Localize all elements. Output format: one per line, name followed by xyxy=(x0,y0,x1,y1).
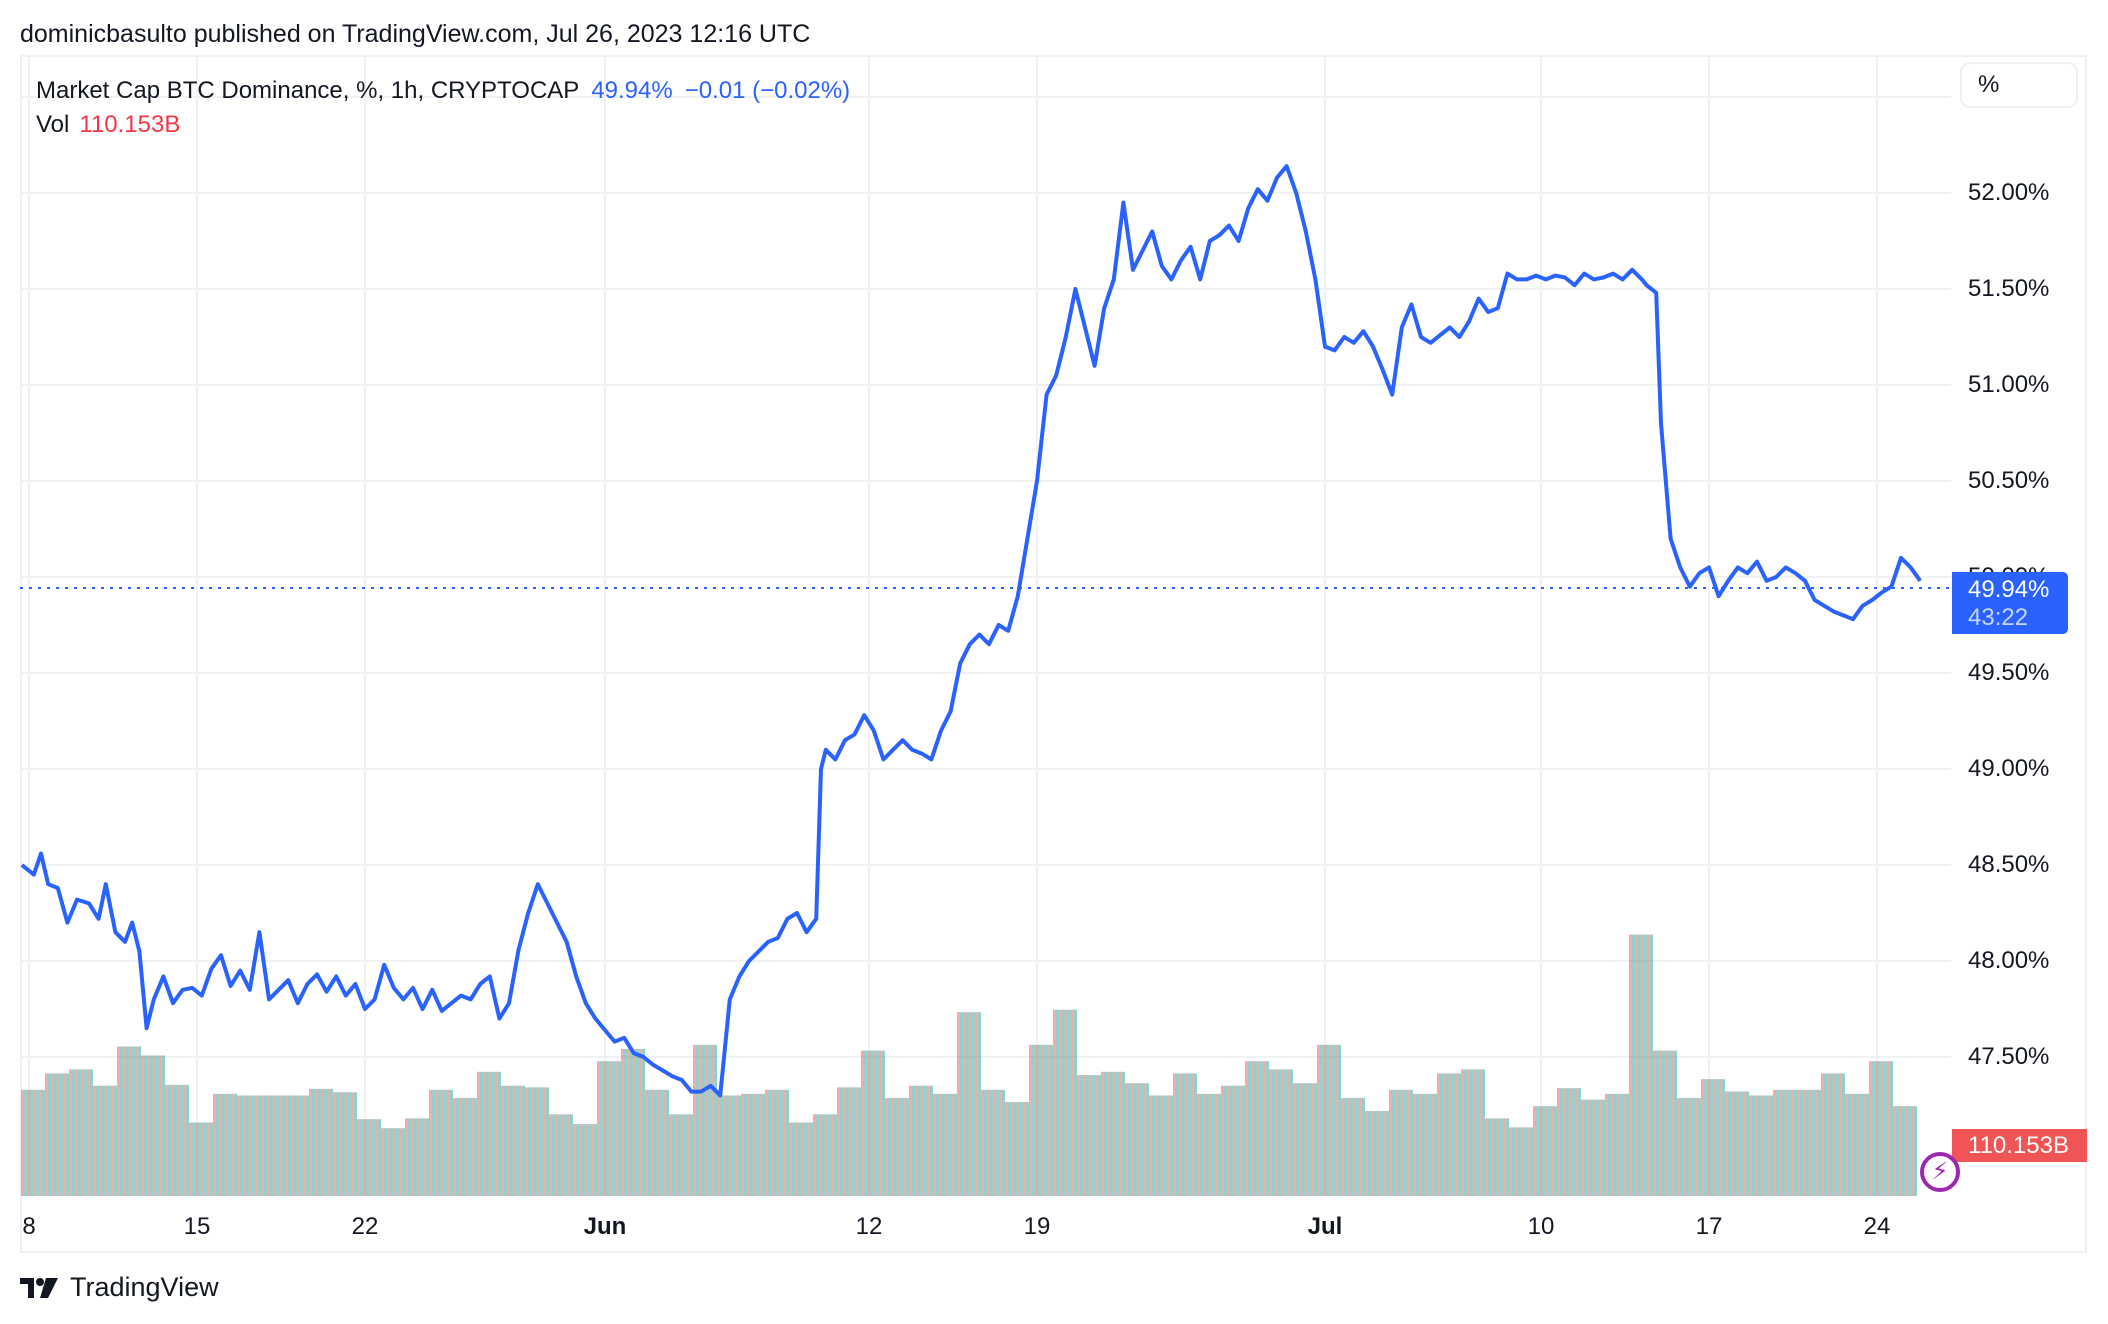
time-axis-label: 17 xyxy=(1695,1213,1723,1240)
price-axis-label: 52.00% xyxy=(1968,179,2050,206)
time-axis-label: Jun xyxy=(583,1213,627,1240)
time-axis-label: 19 xyxy=(1023,1213,1051,1240)
time-axis-label: 15 xyxy=(183,1213,211,1240)
time-axis-label: 22 xyxy=(351,1213,379,1240)
last-value: 49.94% xyxy=(591,77,673,104)
lightning-icon[interactable]: ⚡︎ xyxy=(1920,1152,1960,1192)
volume-tag: 110.153B xyxy=(1952,1129,2087,1162)
price-line xyxy=(20,164,1922,1098)
legend-main-row: Market Cap BTC Dominance, %, 1h, CRYPTOC… xyxy=(36,74,850,108)
volume-bars xyxy=(21,934,1917,1196)
price-axis-label: 49.50% xyxy=(1968,659,2050,686)
volume-label[interactable]: Vol xyxy=(36,111,70,138)
percent-scale-button[interactable]: % xyxy=(1960,62,2078,108)
symbol-title[interactable]: Market Cap BTC Dominance, %, 1h, CRYPTOC… xyxy=(36,77,580,104)
change-value: −0.01 (−0.02%) xyxy=(684,77,851,104)
grid-lines xyxy=(21,57,1951,1196)
price-axis-label: 48.50% xyxy=(1968,851,2050,878)
price-axis-label: 51.00% xyxy=(1968,371,2050,398)
brand-name: TradingView xyxy=(70,1272,219,1302)
legend-volume-row: Vol 110.153B xyxy=(36,108,850,142)
price-axis-label: 49.00% xyxy=(1968,755,2050,782)
time-axis-label: Jul xyxy=(1307,1213,1343,1240)
chart-legend: Market Cap BTC Dominance, %, 1h, CRYPTOC… xyxy=(36,74,850,142)
price-axis-label: 47.50% xyxy=(1968,1043,2050,1070)
time-axis-label: 24 xyxy=(1863,1213,1891,1240)
publisher-line: dominicbasulto published on TradingView.… xyxy=(20,20,811,48)
time-axis-label: 8 xyxy=(22,1213,36,1240)
price-axis-label: 50.50% xyxy=(1968,467,2050,494)
chart-frame xyxy=(20,55,2087,1253)
bar-countdown: 43:22 xyxy=(1968,604,2029,631)
last-price-tag: 49.94% 43:22 xyxy=(1952,572,2068,634)
tradingview-logo-icon xyxy=(20,1277,58,1298)
time-axis-label: 10 xyxy=(1527,1213,1555,1240)
price-axis-label: 51.50% xyxy=(1968,275,2050,302)
last-price-value: 49.94% xyxy=(1968,576,2050,603)
time-axis-label: 12 xyxy=(855,1213,883,1240)
footer-brand[interactable]: TradingView xyxy=(20,1272,219,1303)
volume-value: 110.153B xyxy=(79,111,181,138)
price-axis-label: 48.00% xyxy=(1968,947,2050,974)
